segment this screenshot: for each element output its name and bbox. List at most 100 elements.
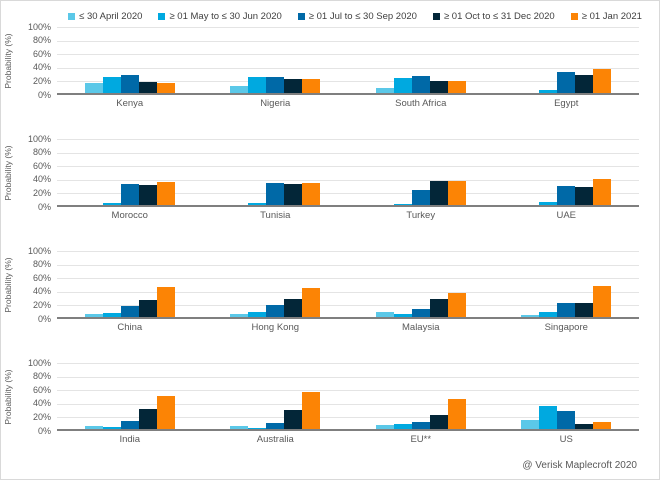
- chart-panel: Probability (%) 0% 20% 40% 60% 80% 100% Kenya Ni…: [1, 22, 659, 109]
- bar: [102, 76, 121, 93]
- y-axis-title-text: Probability (%): [3, 145, 13, 201]
- bar: [302, 391, 321, 429]
- bar: [393, 423, 412, 429]
- bar: [447, 180, 466, 205]
- country-label: EU**: [410, 434, 432, 445]
- bar: [266, 183, 285, 205]
- bar: [429, 298, 448, 317]
- bar: [593, 69, 612, 93]
- country-label: Singapore: [544, 322, 588, 333]
- bar: [411, 308, 430, 317]
- x-axis-labels: Morocco Tunisia Turkey UAE: [57, 210, 639, 221]
- gridline: [57, 67, 639, 69]
- bar: [575, 187, 594, 205]
- y-axis-tick-label: 80%: [32, 259, 51, 270]
- country-label: China: [117, 322, 143, 333]
- bar: [429, 414, 448, 429]
- country-label: South Africa: [395, 98, 447, 109]
- bar-group: [494, 363, 640, 429]
- legend-item-label: ≥ 01 Jan 2021: [581, 10, 642, 22]
- bar: [138, 300, 157, 317]
- bar: [539, 312, 558, 317]
- bar: [120, 420, 139, 429]
- bar: [248, 77, 267, 93]
- bar-group: [348, 251, 494, 317]
- bar: [248, 427, 267, 429]
- bar: [156, 396, 175, 429]
- legend-item: ≥ 01 Jan 2021: [570, 10, 642, 22]
- bar-group: [203, 363, 349, 429]
- bar: [266, 422, 285, 429]
- bar-group: [494, 251, 640, 317]
- gridline: [57, 417, 639, 419]
- bar-groups: [57, 363, 639, 429]
- bar: [411, 421, 430, 429]
- bar: [230, 313, 249, 317]
- bar: [156, 287, 175, 317]
- plot-area: [57, 363, 639, 431]
- gridline: [57, 403, 639, 405]
- bar: [557, 185, 576, 205]
- bar: [447, 81, 466, 93]
- bar-group: [203, 27, 349, 93]
- x-axis-labels: India Australia EU** US: [57, 434, 639, 445]
- legend-item: ≥ 01 Jul to ≤ 30 Sep 2020: [297, 11, 417, 22]
- gridline: [57, 54, 639, 56]
- y-axis-tick-label: 60%: [32, 160, 51, 171]
- bar: [284, 298, 303, 317]
- bar: [539, 202, 558, 205]
- bar: [102, 202, 121, 205]
- bar: [429, 80, 448, 93]
- bar: [557, 71, 576, 93]
- chart-legend: ≤ 30 April 2020 ≥ 01 May to ≤ 30 Jun 2020…: [1, 1, 659, 25]
- x-axis-labels: Kenya Nigeria South Africa Egypt: [57, 98, 639, 109]
- y-axis-tick-label: 0%: [37, 201, 51, 212]
- y-axis-tick-label: 60%: [32, 48, 51, 59]
- bar: [557, 411, 576, 429]
- y-axis-tick-label: 40%: [32, 174, 51, 185]
- chart-grid: Probability (%) 0% 20% 40% 60% 80% 100% Kenya Ni…: [1, 22, 659, 445]
- y-axis-title-text: Probability (%): [3, 33, 13, 89]
- bar-group: [348, 139, 494, 205]
- bar: [375, 87, 394, 93]
- y-axis-title: Probability (%): [1, 363, 15, 431]
- bar: [375, 311, 394, 317]
- y-axis-ticks: 0% 20% 40% 60% 80% 100%: [15, 22, 57, 99]
- bar: [84, 425, 103, 429]
- bar: [593, 422, 612, 429]
- gridline: [57, 40, 639, 42]
- legend-item-label: ≤ 30 April 2020: [79, 10, 143, 22]
- plot-area: [57, 139, 639, 207]
- bar: [284, 79, 303, 93]
- bar: [156, 82, 175, 93]
- plot-row: Probability (%) 0% 20% 40% 60% 80% 100%: [1, 358, 659, 435]
- bar: [230, 426, 249, 429]
- gridline: [57, 139, 639, 140]
- y-axis-tick-label: 20%: [32, 299, 51, 310]
- y-axis-tick-label: 40%: [32, 398, 51, 409]
- bar-group: [348, 27, 494, 93]
- gridline: [57, 179, 639, 181]
- bar-groups: [57, 139, 639, 205]
- bar: [138, 82, 157, 93]
- y-axis-tick-label: 80%: [32, 35, 51, 46]
- country-label: Malaysia: [402, 322, 440, 333]
- bar: [411, 76, 430, 93]
- bar: [302, 79, 321, 93]
- bar: [447, 399, 466, 429]
- bar: [120, 75, 139, 93]
- bar: [120, 306, 139, 317]
- bar: [393, 203, 412, 205]
- bar: [375, 424, 394, 429]
- y-axis-ticks: 0% 20% 40% 60% 80% 100%: [15, 358, 57, 435]
- bar: [521, 314, 540, 317]
- country-label: Tunisia: [260, 210, 291, 221]
- bar: [138, 184, 157, 205]
- legend-color-swatch: [158, 12, 166, 20]
- country-label: Australia: [256, 434, 294, 445]
- y-axis-tick-label: 20%: [32, 187, 51, 198]
- bar: [102, 426, 121, 429]
- y-axis-ticks: 0% 20% 40% 60% 80% 100%: [15, 246, 57, 323]
- y-axis-tick-label: 40%: [32, 62, 51, 73]
- bar: [575, 302, 594, 317]
